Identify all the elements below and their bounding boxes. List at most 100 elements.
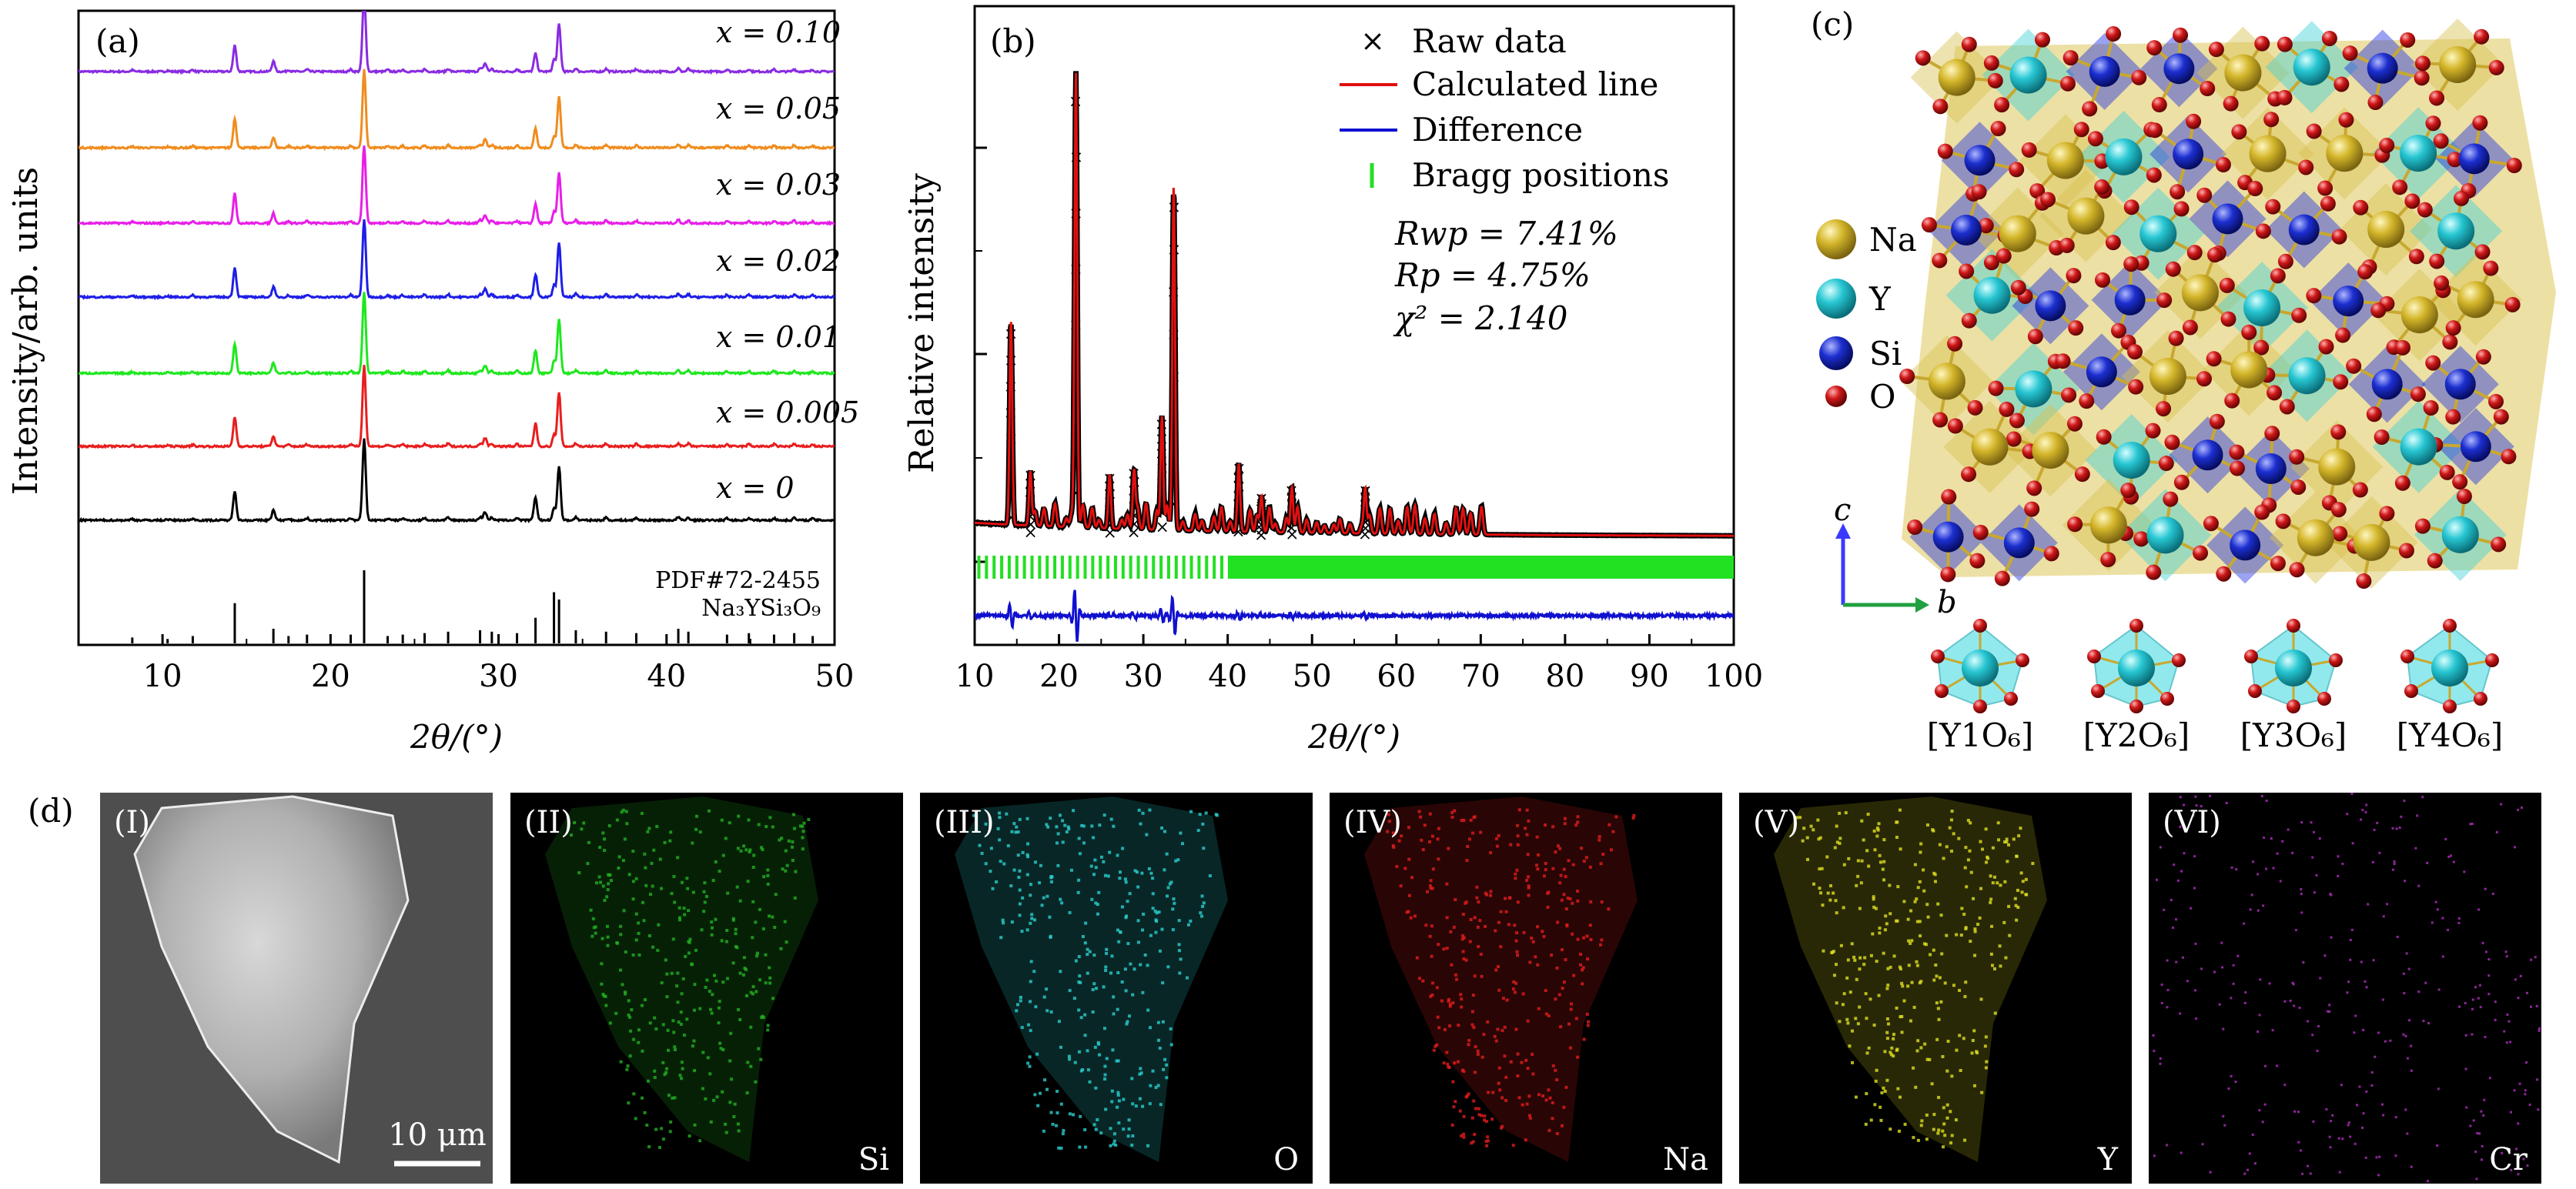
signal-dot	[1537, 1093, 1541, 1097]
signal-dot	[748, 848, 752, 852]
o-atom	[2445, 409, 2461, 425]
signal-dot	[2509, 1111, 2512, 1114]
signal-dot	[1569, 1002, 1573, 1006]
signal-dot	[685, 877, 689, 880]
signal-dot	[1576, 937, 1580, 941]
signal-dot	[1838, 1020, 1842, 1024]
signal-dot	[1065, 830, 1069, 833]
signal-dot	[1029, 1000, 1032, 1004]
signal-dot	[1558, 847, 1562, 850]
signal-dot	[682, 1034, 686, 1037]
signal-dot	[1877, 994, 1881, 997]
o-atom	[2244, 650, 2258, 663]
signal-dot	[731, 961, 735, 965]
signal-dot	[1119, 870, 1122, 874]
o-atom	[2333, 76, 2350, 92]
signal-dot	[1998, 944, 2002, 948]
signal-dot	[1104, 969, 1108, 973]
o-atom	[2253, 339, 2270, 356]
signal-dot	[1131, 1102, 1135, 1106]
signal-dot	[1949, 1110, 1952, 1114]
signal-dot	[1597, 835, 1601, 839]
signal-dot	[1842, 906, 1845, 910]
signal-dot	[1114, 1143, 1118, 1147]
signal-dot	[1818, 836, 1822, 840]
signal-dot	[2263, 1103, 2267, 1106]
o-atom	[2220, 311, 2236, 327]
signal-dot	[1584, 856, 1588, 860]
signal-dot	[1598, 943, 1602, 947]
o-atom	[2029, 183, 2046, 199]
signal-dot	[1116, 970, 1120, 974]
signal-dot	[1959, 933, 1963, 937]
signal-dot	[2341, 862, 2344, 865]
signal-dot	[1005, 812, 1009, 816]
signal-dot	[1516, 834, 1520, 838]
signal-dot	[2328, 1004, 2331, 1007]
signal-dot	[1127, 1127, 1131, 1131]
signal-dot	[1090, 824, 1094, 828]
signal-dot	[644, 883, 648, 887]
signal-dot	[2300, 888, 2303, 891]
o-atom	[2317, 692, 2331, 706]
signal-dot	[1142, 912, 1146, 916]
signal-dot	[1045, 1087, 1049, 1091]
signal-dot	[601, 992, 605, 996]
signal-dot	[1176, 858, 1180, 862]
signal-dot	[1102, 985, 1106, 989]
signal-dot	[1945, 845, 1949, 849]
signal-dot	[1034, 1005, 1038, 1009]
signal-dot	[736, 1007, 740, 1011]
signal-dot	[2365, 986, 2368, 989]
signal-dot	[734, 932, 738, 936]
signal-dot	[2337, 874, 2340, 877]
o-atom	[2504, 296, 2521, 312]
signal-dot	[1895, 919, 1899, 923]
y-atom	[2437, 212, 2475, 250]
signal-dot	[1095, 987, 1099, 990]
signal-dot	[2349, 958, 2352, 961]
signal-dot	[1471, 831, 1475, 835]
signal-dot	[608, 873, 612, 877]
signal-dot	[1033, 1093, 1037, 1097]
signal-dot	[687, 909, 691, 913]
signal-dot	[1932, 1127, 1935, 1131]
signal-dot	[2173, 863, 2176, 867]
signal-dot	[634, 938, 638, 942]
o-atom	[2219, 277, 2235, 293]
signal-dot	[1878, 927, 1882, 930]
signal-dot	[1148, 808, 1152, 812]
signal-dot	[681, 977, 685, 980]
signal-dot	[2398, 826, 2401, 829]
x-tick-label: 30	[1124, 659, 1163, 694]
raw-data-point: ×	[1023, 491, 1037, 510]
signal-dot	[643, 852, 647, 856]
signal-dot	[1514, 990, 1517, 994]
signal-dot	[1915, 964, 1919, 967]
signal-dot	[1547, 1088, 1551, 1092]
signal-dot	[1942, 1122, 1946, 1126]
o-atom	[2196, 371, 2213, 387]
signal-dot	[745, 994, 749, 997]
signal-dot	[1473, 1133, 1477, 1137]
signal-dot	[1923, 1042, 1927, 1046]
signal-dot	[2292, 983, 2295, 986]
o-atom	[2151, 97, 2167, 113]
x-tick-label: 90	[1630, 659, 1669, 694]
o-atom	[1983, 55, 1999, 71]
signal-dot	[1964, 846, 1968, 850]
signal-dot	[1092, 982, 1096, 986]
signal-dot	[1576, 820, 1580, 824]
signal-dot	[1503, 1025, 1507, 1029]
signal-dot	[1517, 808, 1521, 812]
signal-dot	[735, 946, 739, 950]
signal-dot	[1178, 971, 1182, 975]
o-atom	[2111, 322, 2127, 339]
signal-dot	[2176, 879, 2180, 882]
signal-dot	[2522, 1157, 2525, 1161]
signal-dot	[2155, 878, 2158, 881]
o-atom	[2270, 268, 2286, 284]
o-atom	[2009, 162, 2025, 178]
signal-dot	[1407, 857, 1411, 861]
signal-dot	[1019, 995, 1022, 999]
